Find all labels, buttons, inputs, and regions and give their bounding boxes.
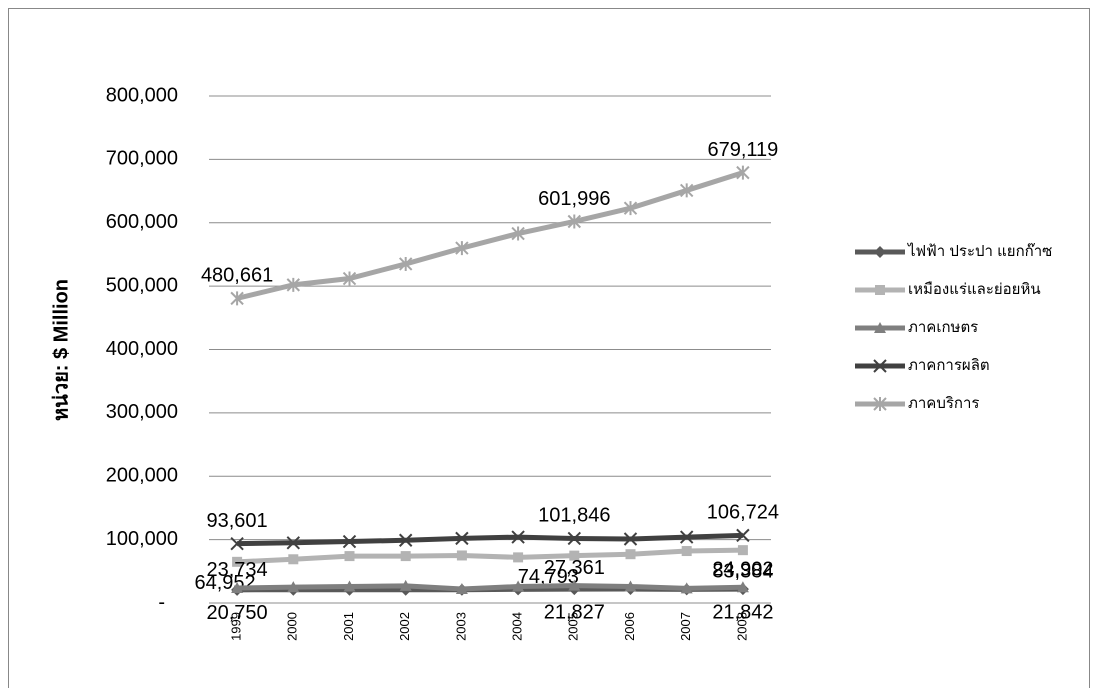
marker xyxy=(679,183,694,198)
marker xyxy=(456,550,467,561)
marker xyxy=(400,551,411,562)
marker xyxy=(455,241,469,256)
marker xyxy=(455,583,468,595)
marker xyxy=(624,580,637,592)
marker xyxy=(737,545,748,556)
marker xyxy=(286,277,301,292)
marker xyxy=(344,551,355,562)
data-label: 106,724 xyxy=(707,502,779,524)
marker xyxy=(680,582,693,594)
marker xyxy=(232,556,243,567)
marker xyxy=(679,530,694,544)
marker xyxy=(625,549,636,560)
legend-label: ภาคเกษตร xyxy=(908,319,978,336)
marker xyxy=(623,201,638,216)
data-label: 74,793 xyxy=(518,566,579,588)
y-tick-label: 600,000 xyxy=(106,211,178,233)
marker xyxy=(287,581,300,593)
legend-label: ภาคการผลิต xyxy=(908,357,990,374)
x-tick-label: 2006 xyxy=(622,612,637,641)
marker xyxy=(288,554,299,565)
marker xyxy=(230,291,244,306)
y-tick-label: - xyxy=(158,591,165,613)
x-tick-label: 2004 xyxy=(510,612,525,641)
y-tick-label: 500,000 xyxy=(106,274,178,296)
marker xyxy=(736,165,750,180)
marker xyxy=(343,580,356,592)
data-label: 24,902 xyxy=(712,558,773,580)
legend-label: เหมืองแร่และย่อยหิน xyxy=(908,281,1041,298)
marker xyxy=(399,579,412,591)
marker xyxy=(873,359,887,373)
marker xyxy=(736,528,750,543)
marker xyxy=(342,271,357,286)
marker xyxy=(511,226,525,241)
marker xyxy=(736,581,749,593)
data-label: 83,384 xyxy=(712,560,773,582)
marker xyxy=(874,246,886,258)
data-label: 21,842 xyxy=(712,601,773,623)
data-label: 20,750 xyxy=(207,602,268,624)
marker xyxy=(511,530,525,544)
series-line xyxy=(237,583,743,592)
marker xyxy=(873,397,887,411)
x-tick-label: 1999 xyxy=(229,612,244,641)
y-tick-label: 100,000 xyxy=(106,528,178,550)
data-label: 27,361 xyxy=(544,557,605,579)
marker xyxy=(681,546,692,557)
data-label: 23,734 xyxy=(207,559,268,581)
marker xyxy=(286,536,301,550)
y-tick-label: 700,000 xyxy=(106,148,178,170)
marker xyxy=(512,580,525,592)
y-tick-label: 300,000 xyxy=(106,401,178,423)
y-tick-label: 200,000 xyxy=(106,465,178,487)
marker xyxy=(567,531,582,546)
data-label: 480,661 xyxy=(201,265,273,287)
marker xyxy=(231,581,244,593)
legend-label: ภาคบริการ xyxy=(908,395,979,412)
marker xyxy=(455,531,469,546)
chart-border xyxy=(8,8,1090,688)
x-tick-label: 2005 xyxy=(566,612,581,641)
x-tick-label: 2001 xyxy=(341,612,356,641)
data-label: 93,601 xyxy=(207,510,268,532)
y-tick-label: 800,000 xyxy=(106,84,178,106)
legend-label: ไฟฟ้า ประปา แยกก๊าซ xyxy=(907,242,1052,260)
marker xyxy=(230,536,244,551)
marker xyxy=(569,550,580,561)
marker xyxy=(875,285,885,295)
data-label: 601,996 xyxy=(538,188,610,210)
marker xyxy=(398,533,413,547)
marker xyxy=(568,579,581,591)
series-line xyxy=(236,547,743,565)
x-tick-label: 2000 xyxy=(285,612,300,641)
marker xyxy=(567,214,582,229)
data-label: 101,846 xyxy=(538,505,610,527)
marker xyxy=(623,532,638,546)
x-tick-label: 2008 xyxy=(734,612,749,641)
y-tick-label: 400,000 xyxy=(106,338,178,360)
series-line xyxy=(236,170,744,301)
marker xyxy=(398,256,413,271)
x-tick-label: 2002 xyxy=(397,612,412,641)
marker xyxy=(874,322,886,333)
y-axis-title: หน่วย: $ Million xyxy=(50,279,72,421)
marker xyxy=(513,552,524,563)
data-label: 21,827 xyxy=(544,601,605,623)
marker xyxy=(342,534,357,549)
data-label: 679,119 xyxy=(707,139,778,161)
x-tick-label: 2007 xyxy=(678,612,693,641)
series-line xyxy=(237,532,743,547)
x-tick-label: 2003 xyxy=(453,612,468,641)
